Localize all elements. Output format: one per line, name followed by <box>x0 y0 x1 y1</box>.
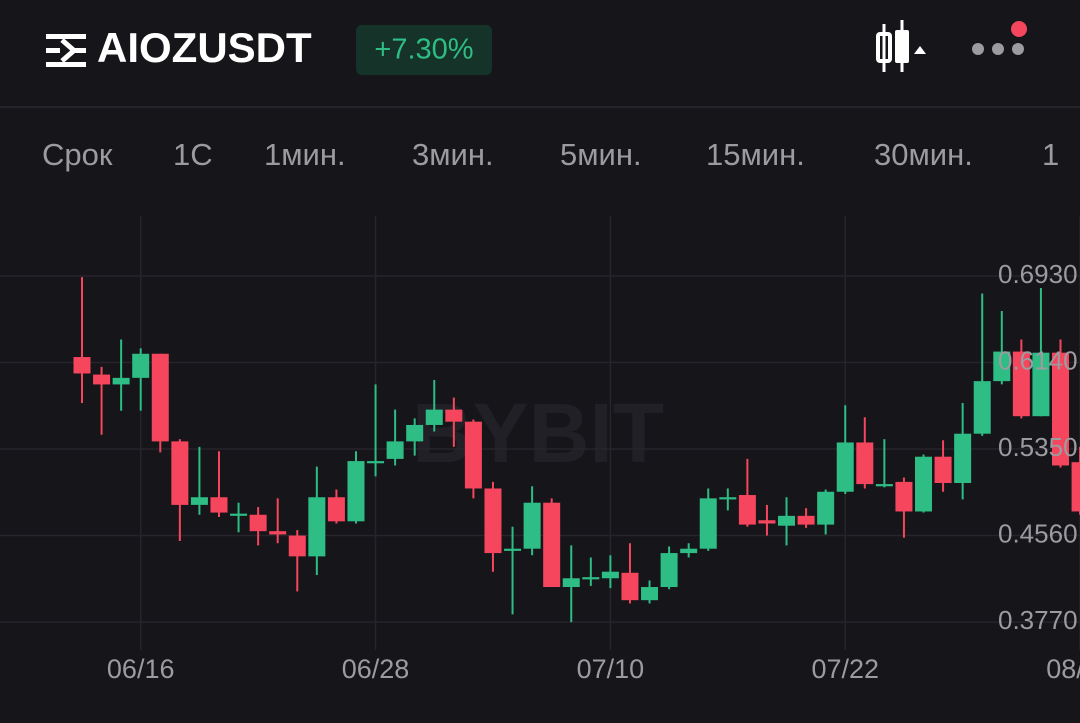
candle-body <box>93 374 111 385</box>
candle-body <box>660 553 678 588</box>
candle-body <box>758 520 776 524</box>
candle-body <box>738 495 756 525</box>
candle-body <box>230 513 248 516</box>
dot <box>972 43 984 55</box>
candle-body <box>543 502 561 588</box>
candle-body <box>523 502 541 549</box>
y-tick-label: 0.3770 <box>998 605 1078 635</box>
change-badge <box>356 25 492 75</box>
menu-bar <box>46 62 86 67</box>
candle-body <box>504 548 522 551</box>
candle-body <box>1052 352 1069 466</box>
candle-body <box>778 515 796 526</box>
candle-body <box>836 442 854 492</box>
icon-caret <box>914 46 926 54</box>
candle-body <box>856 442 874 485</box>
candle-body <box>875 484 893 487</box>
icon-body <box>876 32 892 63</box>
candle-body <box>308 497 326 557</box>
timeframe-tab[interactable]: 1мин. <box>264 137 346 172</box>
candle-body <box>621 572 639 601</box>
y-tick-label: 0.6930 <box>998 259 1078 289</box>
candle-body <box>210 497 228 513</box>
candle-body <box>895 481 913 512</box>
y-tick-label: 0.5350 <box>998 432 1078 462</box>
candle-body <box>132 353 150 378</box>
icon-body <box>895 30 909 63</box>
timeframe-tab[interactable]: 1С <box>173 137 213 172</box>
candle-body <box>1012 351 1030 417</box>
pair-title[interactable]: AIOZUSDT <box>97 24 312 71</box>
candle-body <box>817 491 835 525</box>
timeframe-tab[interactable]: Срок <box>42 137 113 172</box>
candle-body <box>680 548 698 554</box>
candle-body <box>934 456 952 483</box>
candle-body <box>445 409 463 422</box>
x-tick-label: 07/10 <box>577 654 645 684</box>
candle-body <box>249 514 267 532</box>
y-tick-label: 0.4560 <box>998 518 1078 548</box>
menu-icon[interactable] <box>46 34 86 67</box>
candle-body <box>915 456 933 512</box>
dot <box>1012 43 1024 55</box>
timeframe-tab[interactable]: 15мин. <box>706 137 805 172</box>
candle-body <box>327 497 345 522</box>
candle-body <box>406 424 424 442</box>
x-tick-label: 06/28 <box>342 654 410 684</box>
candle-body <box>797 515 815 525</box>
candle-body <box>190 497 208 505</box>
candle-body <box>269 531 287 535</box>
change-text: +7.30% <box>374 34 473 66</box>
notification-dot <box>1011 21 1027 37</box>
candle-body <box>288 535 306 557</box>
watermark: BYBIT <box>412 386 664 480</box>
x-tick-label: 07/22 <box>811 654 879 684</box>
candle-body <box>601 571 619 579</box>
candle-body <box>367 461 385 464</box>
candle-body <box>1071 462 1080 512</box>
candle-body <box>73 357 91 374</box>
candle-body <box>386 441 404 459</box>
y-tick-label: 0.6140 <box>998 345 1078 375</box>
candle-body <box>582 577 600 580</box>
menu-arrow <box>60 38 78 63</box>
dot <box>992 43 1004 55</box>
candle-body <box>484 488 502 554</box>
timeframe-tab[interactable]: 1 <box>1042 137 1059 172</box>
x-tick-label: 06/16 <box>107 654 175 684</box>
candle-body <box>464 421 482 489</box>
candle-body <box>699 498 717 549</box>
menu-bar <box>46 34 86 39</box>
chart: BYBIT 06/16 06/28 07/10 07/22 08/03 0.6930 0.61… <box>0 216 1080 684</box>
candle-body <box>993 351 1011 382</box>
candle-body <box>151 353 169 442</box>
candle-body <box>347 461 365 522</box>
more-menu[interactable] <box>972 21 1027 55</box>
candle-body <box>425 409 443 425</box>
timeframe-tab[interactable]: 3мин. <box>412 137 494 172</box>
timeframe-tab[interactable]: 30мин. <box>874 137 973 172</box>
candle-body <box>112 377 130 385</box>
candle-body <box>1032 352 1050 417</box>
candle-body <box>954 433 972 483</box>
x-tick-label: 08/03 <box>1046 654 1080 684</box>
candle-body <box>719 497 737 500</box>
candle-body <box>562 578 580 588</box>
candle-body <box>641 587 659 601</box>
candle-body <box>973 381 991 434</box>
candle-body <box>171 441 189 505</box>
timeframe-tabs: Срок 1С 1мин. 3мин. 5мин. 15мин. 30мин. 1 <box>42 137 1059 172</box>
timeframe-tab[interactable]: 5мин. <box>560 137 642 172</box>
chart-type-icon[interactable] <box>876 20 926 72</box>
